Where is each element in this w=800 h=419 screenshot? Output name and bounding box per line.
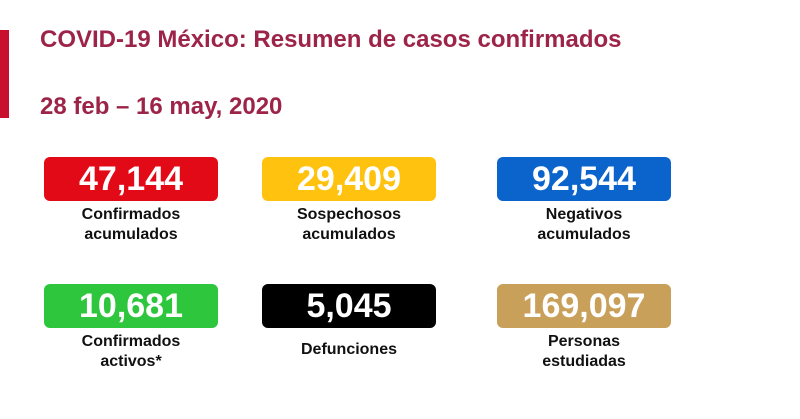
label-line: Sospechosos bbox=[296, 206, 402, 223]
accent-bar bbox=[0, 30, 9, 118]
title: COVID-19 México: Resumen de casos confir… bbox=[40, 26, 622, 53]
label-line: activos* bbox=[100, 353, 162, 370]
stat-label: Sospechosos acumulados bbox=[239, 205, 459, 245]
stat-value: 10,681 bbox=[44, 284, 218, 328]
label-line: Confirmados bbox=[81, 333, 181, 350]
stat-value: 29,409 bbox=[262, 157, 436, 201]
label-line: Negativos bbox=[545, 206, 623, 223]
label-line: Personas bbox=[547, 333, 621, 350]
label-line: acumulados bbox=[302, 226, 396, 243]
label-line: Confirmados bbox=[81, 206, 181, 223]
label-line: acumulados bbox=[537, 226, 631, 243]
date: 28 feb – 16 may, 2020 bbox=[40, 93, 283, 120]
stat-value: 169,097 bbox=[497, 284, 671, 328]
label-line: estudiadas bbox=[542, 353, 626, 370]
stat-label: Negativos acumulados bbox=[474, 205, 694, 245]
stat-value: 47,144 bbox=[44, 157, 218, 201]
stat-label: Confirmados activos* bbox=[21, 332, 241, 372]
stat-value: 5,045 bbox=[262, 284, 436, 328]
stat-label: Defunciones bbox=[239, 340, 459, 360]
label-line: acumulados bbox=[84, 226, 178, 243]
stat-value: 92,544 bbox=[497, 157, 671, 201]
stat-label: Confirmados acumulados bbox=[21, 205, 241, 245]
label-line: Defunciones bbox=[300, 341, 397, 358]
stat-label: Personas estudiadas bbox=[474, 332, 694, 372]
